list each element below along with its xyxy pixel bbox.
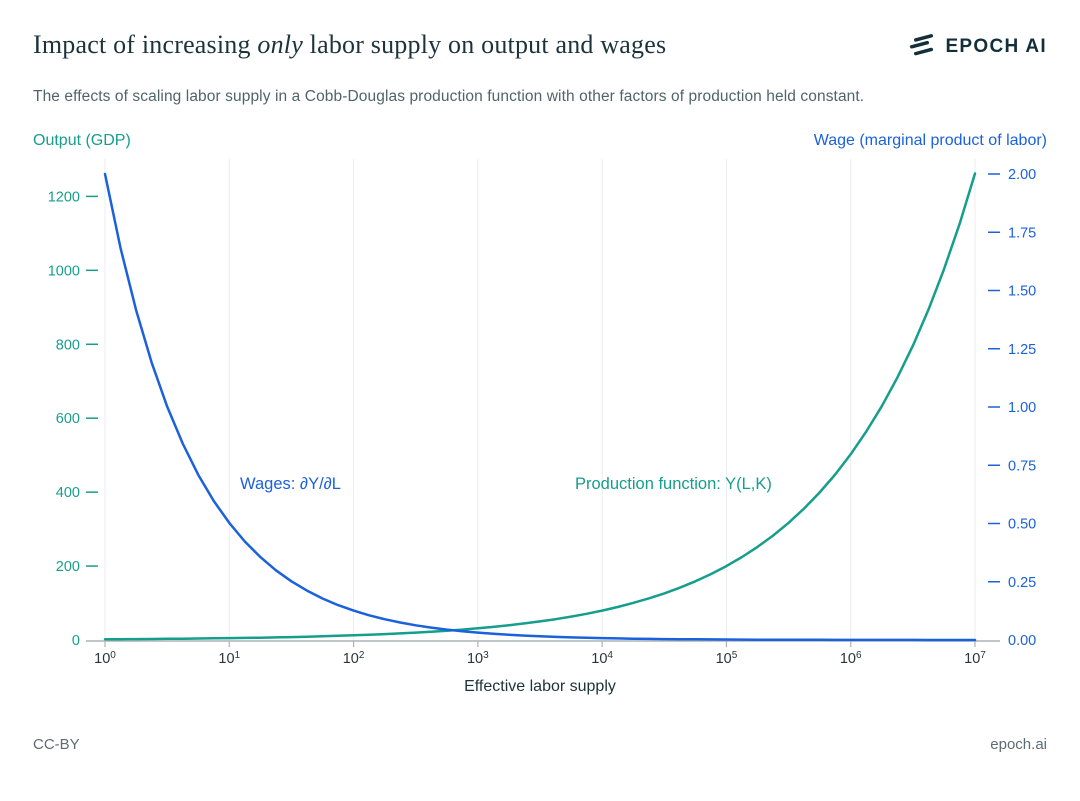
page-title-suffix: labor supply on output and wages xyxy=(302,30,667,59)
x-tick-label: 101 xyxy=(218,650,241,667)
left-tick-label: 0 xyxy=(72,633,80,649)
curve-wages xyxy=(103,172,977,642)
right-tick-label: 1.25 xyxy=(1008,342,1036,358)
right-tick-label: 0.00 xyxy=(1008,633,1036,649)
chart-subtitle: The effects of scaling labor supply in a… xyxy=(33,88,865,105)
right-tick-label: 0.25 xyxy=(1008,575,1036,591)
x-tick-label: 100 xyxy=(94,650,116,667)
x-tick-label: 107 xyxy=(964,650,986,667)
right-tick-label: 0.50 xyxy=(1008,517,1036,533)
left-tick-label: 600 xyxy=(56,411,80,427)
right-tick-label: 1.00 xyxy=(1008,400,1036,416)
page-title: Impact of increasing only labor supply o… xyxy=(33,30,666,60)
epoch-logo-wordmark: EPOCH AI xyxy=(945,35,1047,57)
x-tick-label: 104 xyxy=(591,650,613,667)
right-tick-label: 2.00 xyxy=(1008,167,1036,183)
right-tick-label: 1.75 xyxy=(1008,225,1036,241)
right-tick-label: 0.75 xyxy=(1008,458,1036,474)
page-title-prefix: Impact of increasing xyxy=(33,30,258,59)
x-tick-label: 103 xyxy=(466,650,489,667)
x-tick-label: 106 xyxy=(839,650,862,667)
x-axis-label: Effective labor supply xyxy=(464,678,616,695)
left-axis-title: Output (GDP) xyxy=(33,132,131,149)
annotation-wages-series: Wages: ∂Y/∂L xyxy=(240,475,341,493)
left-tick-label: 1000 xyxy=(48,263,80,279)
annotation-production-series: Production function: Y(L,K) xyxy=(575,475,772,493)
license-label: CC-BY xyxy=(33,736,80,753)
x-tick-label: 105 xyxy=(715,650,738,667)
epoch-logo-icon xyxy=(910,34,934,56)
right-axis-title: Wage (marginal product of labor) xyxy=(813,132,1047,149)
x-tick-label: 102 xyxy=(342,650,365,667)
epoch-ai-logo: EPOCH AI xyxy=(908,34,1047,59)
left-tick-label: 1200 xyxy=(48,189,80,205)
curve-production-function xyxy=(103,172,977,641)
left-tick-label: 200 xyxy=(56,559,80,575)
site-label: epoch.ai xyxy=(990,736,1047,753)
left-tick-label: 800 xyxy=(56,337,80,353)
left-tick-label: 400 xyxy=(56,485,80,501)
right-tick-label: 1.50 xyxy=(1008,284,1036,300)
page-title-italic: only xyxy=(257,30,303,59)
